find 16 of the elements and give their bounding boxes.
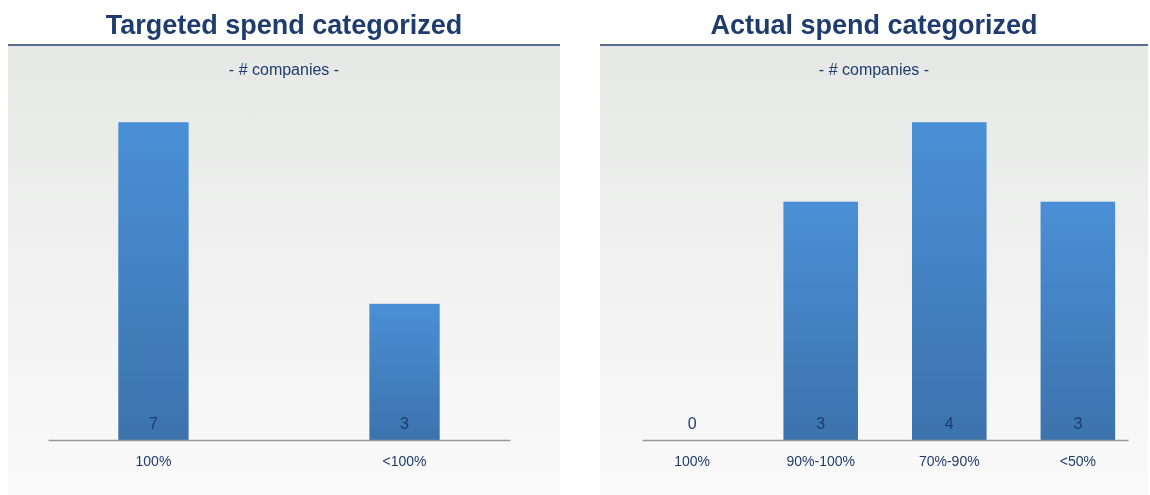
x-tick-label: 100% xyxy=(135,452,172,469)
x-tick-label: <100% xyxy=(382,452,427,469)
data-label: 3 xyxy=(400,415,410,432)
chart-title: Targeted spend categorized xyxy=(105,10,463,40)
data-label: 3 xyxy=(816,415,826,432)
chart-title: Actual spend categorized xyxy=(710,10,1038,40)
x-tick-label: 90%-100% xyxy=(786,452,855,469)
chart-subtitle: - # companies - xyxy=(818,61,930,78)
data-label: 4 xyxy=(944,415,954,432)
data-label: 3 xyxy=(1073,415,1083,432)
x-tick-label: <50% xyxy=(1059,452,1096,469)
x-tick-label: 70%-90% xyxy=(918,452,980,469)
data-label: 0 xyxy=(687,415,697,432)
chart-subtitle: - # companies - xyxy=(228,61,340,78)
data-label: 7 xyxy=(149,415,158,432)
x-tick-label: 100% xyxy=(674,452,711,469)
